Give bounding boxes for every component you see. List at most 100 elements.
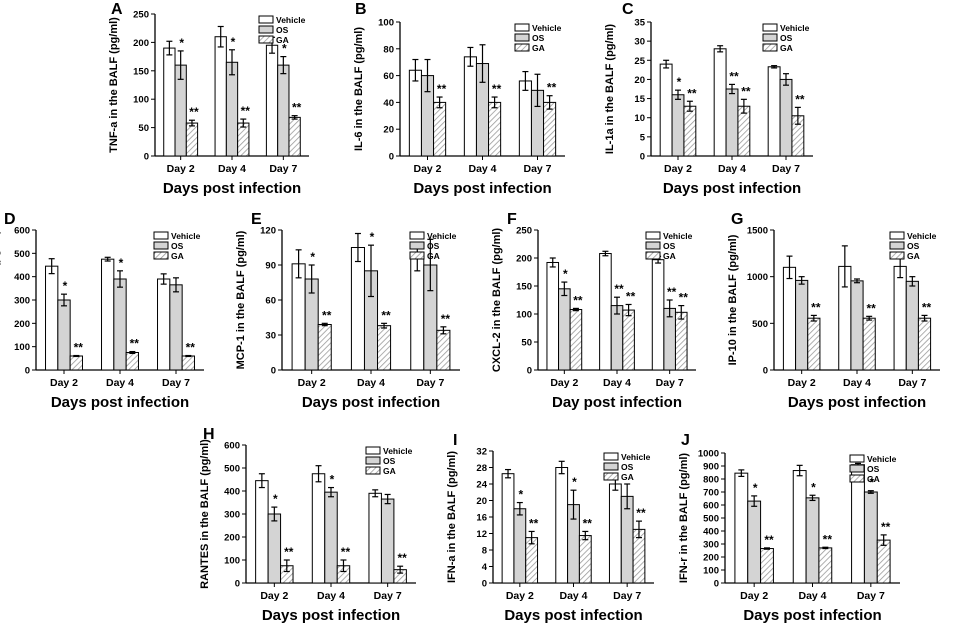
- x-tick-label: Day 7: [656, 377, 684, 389]
- legend-label-os: OS: [867, 464, 880, 474]
- significance-marker: **: [741, 84, 751, 98]
- panel-e: E 0 30 60 90 120 MCP-1 in the BALF (pg/ml) Day …: [235, 211, 460, 411]
- legend-swatch-ga: [762, 43, 778, 52]
- bar-ga: [288, 116, 301, 157]
- bar-ga: [760, 548, 774, 584]
- legend-swatch-os: [603, 462, 619, 471]
- y-axis-label: IFN-a in the BALF (pg/ml): [446, 451, 458, 583]
- bar-os: [225, 61, 239, 157]
- bar-ga: [185, 122, 199, 157]
- y-tick-label: 15: [634, 94, 645, 105]
- bar-os: [905, 280, 919, 371]
- significance-marker: *: [563, 267, 568, 281]
- legend-label-vehicle: Vehicle: [621, 452, 651, 462]
- significance-marker: **: [667, 285, 677, 299]
- significance-marker: *: [231, 35, 236, 49]
- y-tick-label: 50: [521, 338, 532, 349]
- x-axis-label: Day post infection: [552, 394, 682, 411]
- bar-os: [324, 491, 338, 584]
- legend-swatch-vehicle: [258, 15, 274, 24]
- y-tick-label: 30: [265, 331, 276, 342]
- y-tick-label: 4: [482, 562, 488, 573]
- bar-os: [513, 508, 527, 584]
- y-axis-label: IFN-r in the BALF (pg/ml): [678, 453, 690, 583]
- y-tick-label: 1500: [747, 226, 768, 237]
- y-axis-label: MIP-1a in the BALF (pg/ml): [0, 230, 1, 370]
- legend-label-os: OS: [383, 456, 396, 466]
- x-tick-label: Day 2: [664, 163, 692, 175]
- y-axis-label: IL-1a in the BALF (pg/ml): [604, 24, 616, 154]
- legend-swatch-os: [514, 33, 530, 42]
- y-tick-label: 600: [14, 226, 30, 237]
- legend-label-ga: GA: [867, 474, 880, 484]
- significance-marker: *: [572, 475, 577, 489]
- y-tick-label: 1000: [698, 449, 719, 460]
- y-tick-label: 5: [640, 132, 646, 143]
- significance-marker: *: [677, 75, 682, 89]
- bar-os: [113, 278, 127, 371]
- significance-marker: **: [795, 92, 805, 106]
- x-tick-label: Day 7: [613, 590, 641, 602]
- y-tick-label: 28: [476, 463, 487, 474]
- bar-os: [620, 495, 634, 584]
- legend-label-os: OS: [427, 241, 440, 251]
- panel-label-h: H: [203, 426, 215, 443]
- legend-swatch-ga: [409, 251, 425, 260]
- significance-marker: **: [811, 300, 821, 314]
- bar-vehicle: [518, 80, 532, 157]
- legend-label-ga: GA: [907, 251, 920, 261]
- y-tick-label: 250: [516, 226, 532, 237]
- significance-marker: **: [823, 532, 833, 546]
- significance-marker: **: [626, 289, 636, 303]
- x-tick-label: Day 7: [374, 590, 402, 602]
- x-tick-label: Day 7: [772, 163, 800, 175]
- bar-os: [863, 491, 878, 584]
- bar-vehicle: [767, 66, 781, 157]
- bar-ga: [917, 317, 932, 371]
- significance-marker: *: [119, 256, 124, 270]
- x-axis-label: Days post infection: [663, 180, 801, 197]
- y-tick-label: 90: [265, 261, 276, 272]
- x-tick-label: Day 2: [550, 377, 578, 389]
- bar-ga: [436, 329, 451, 371]
- x-tick-label: Day 4: [603, 377, 631, 389]
- bar-os: [610, 305, 624, 371]
- significance-marker: **: [529, 516, 539, 530]
- bar-os: [57, 299, 71, 371]
- bar-ga: [125, 352, 139, 371]
- bar-os: [277, 64, 290, 157]
- bar-vehicle: [101, 258, 115, 371]
- legend-label-vehicle: Vehicle: [171, 231, 201, 241]
- y-tick-label: 150: [133, 66, 149, 77]
- legend-label-os: OS: [171, 241, 184, 251]
- legend-swatch-os: [889, 241, 905, 250]
- y-tick-label: 20: [476, 496, 487, 507]
- y-axis-label: IL-6 in the BALF (pg/ml): [353, 27, 365, 151]
- significance-marker: **: [292, 101, 302, 115]
- bar-vehicle: [555, 467, 569, 584]
- y-axis-label: IP-10 in the BALF (pg/ml): [727, 234, 739, 365]
- y-tick-label: 10: [634, 113, 645, 124]
- bar-vehicle: [651, 259, 665, 371]
- bar-ga: [237, 122, 250, 157]
- legend-swatch-os: [409, 241, 425, 250]
- bar-vehicle: [599, 253, 612, 371]
- bar-os: [805, 497, 820, 584]
- legend-swatch-ga: [889, 251, 905, 260]
- y-tick-label: 200: [224, 533, 240, 544]
- legend-label-os: OS: [663, 241, 676, 251]
- x-axis-label: Days post infection: [302, 394, 440, 411]
- significance-marker: **: [636, 506, 646, 520]
- y-tick-label: 100: [224, 556, 240, 567]
- bar-ga: [578, 535, 592, 584]
- bar-os: [671, 94, 685, 157]
- y-tick-label: 0: [640, 152, 645, 163]
- significance-marker: **: [322, 308, 332, 322]
- x-tick-label: Day 2: [298, 377, 326, 389]
